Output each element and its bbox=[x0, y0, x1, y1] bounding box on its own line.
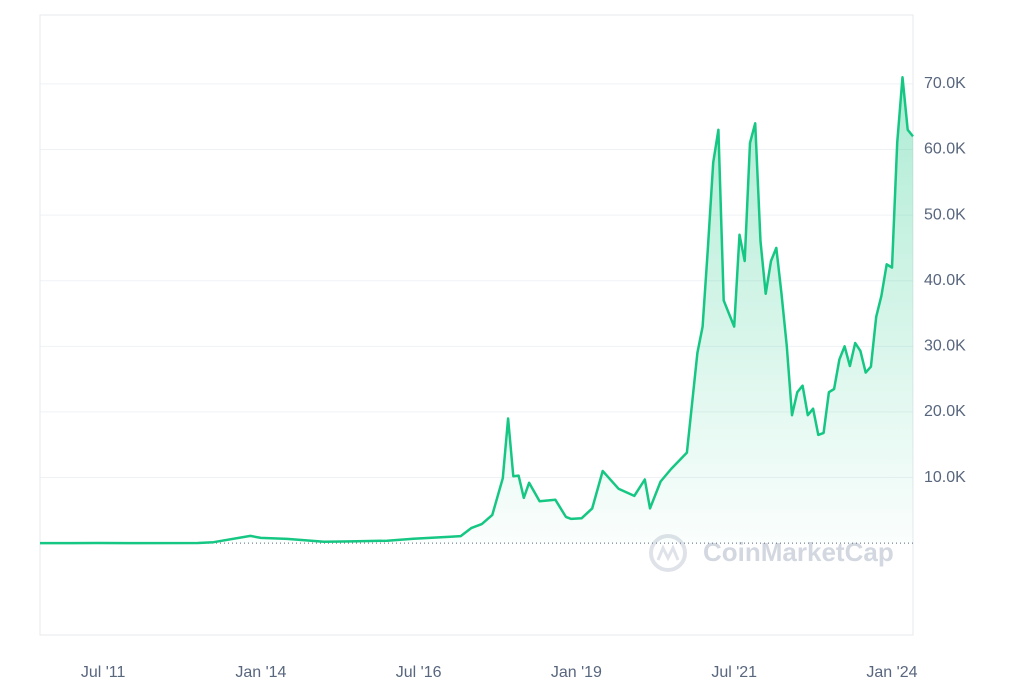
y-tick-label: 10.0K bbox=[924, 469, 966, 486]
y-tick-label: 70.0K bbox=[924, 75, 966, 92]
y-tick-label: 30.0K bbox=[924, 338, 966, 355]
x-tick-label: Jul '11 bbox=[81, 664, 126, 681]
y-tick-label: 50.0K bbox=[924, 206, 966, 223]
x-tick-label: Jul '16 bbox=[396, 664, 442, 681]
y-tick-label: 20.0K bbox=[924, 403, 966, 420]
x-tick-label: Jan '19 bbox=[551, 664, 602, 681]
price-area bbox=[40, 77, 913, 544]
x-tick-label: Jan '14 bbox=[235, 664, 286, 681]
y-tick-label: 60.0K bbox=[924, 141, 966, 158]
x-tick-label: Jan '24 bbox=[866, 664, 917, 681]
y-tick-label: 40.0K bbox=[924, 272, 966, 289]
price-line bbox=[40, 76, 914, 545]
x-tick-label: Jul '21 bbox=[711, 664, 757, 681]
